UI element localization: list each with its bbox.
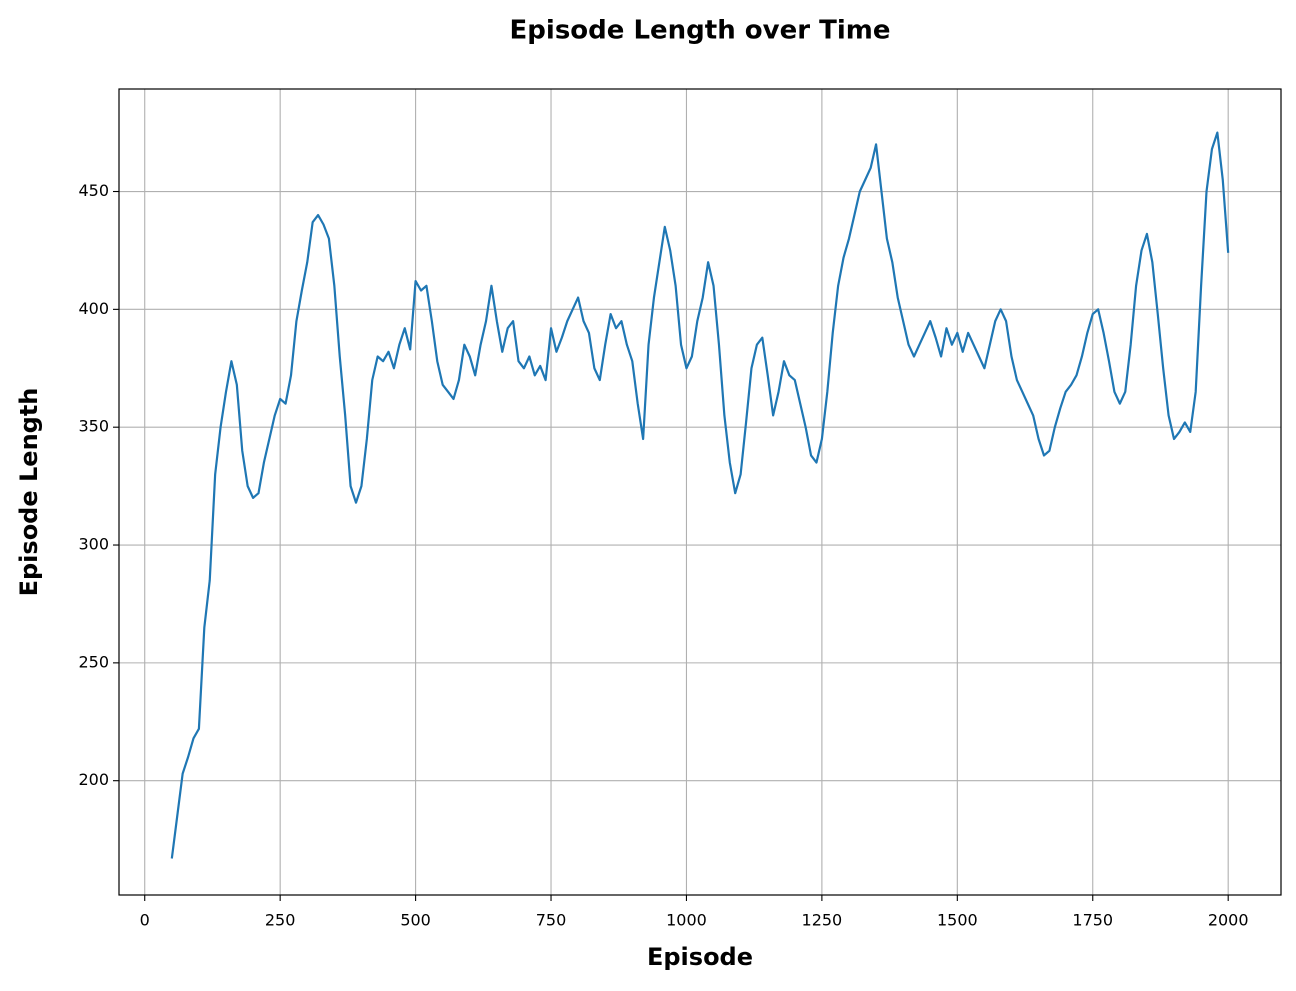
y-tick-label: 400 bbox=[78, 299, 109, 318]
x-tick-label: 0 bbox=[140, 911, 150, 930]
x-tick-label: 1500 bbox=[937, 911, 978, 930]
y-tick-label: 450 bbox=[78, 181, 109, 200]
x-axis-label: Episode bbox=[647, 943, 753, 971]
x-tick-label: 2000 bbox=[1208, 911, 1249, 930]
x-tick-label: 500 bbox=[400, 911, 431, 930]
y-tick-label: 200 bbox=[78, 770, 109, 789]
x-tick-label: 1750 bbox=[1072, 911, 1113, 930]
data-line bbox=[170, 131, 1230, 859]
x-tick-label: 250 bbox=[265, 911, 296, 930]
plot-frame bbox=[118, 88, 1282, 896]
y-tick-label: 300 bbox=[78, 535, 109, 554]
chart-title: Episode Length over Time bbox=[510, 16, 891, 46]
y-tick-label: 350 bbox=[78, 417, 109, 436]
y-axis-label: Episode Length bbox=[15, 388, 43, 597]
y-tick-label: 250 bbox=[78, 652, 109, 671]
x-tick-label: 1000 bbox=[666, 911, 707, 930]
x-tick-label: 1250 bbox=[802, 911, 843, 930]
x-tick-label: 750 bbox=[536, 911, 567, 930]
